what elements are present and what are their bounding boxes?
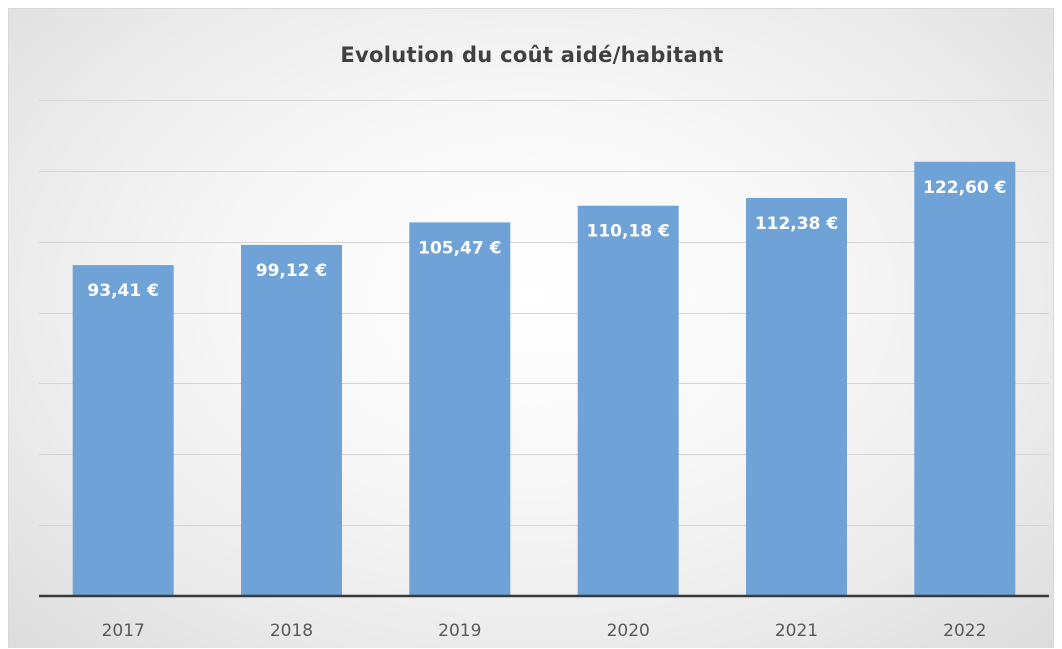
x-tick-2018: 2018 xyxy=(270,621,313,641)
x-tick-2022: 2022 xyxy=(943,621,986,641)
bar-2019 xyxy=(409,222,511,596)
chart-area: Evolution du coût aidé/habitant 93,41 €9… xyxy=(8,8,1054,648)
bars xyxy=(72,161,1016,597)
bar-chart: 93,41 € 99,12 € 105,47 € 110,18 € 112,38 € 12… xyxy=(39,100,1049,641)
x-tick-labels: 2017 2018 2019 2020 2021 2022 xyxy=(102,621,987,641)
x-tick-2017: 2017 xyxy=(102,621,145,641)
data-label-2018: 99,12 € xyxy=(256,261,328,281)
data-label-2021: 112,38 € xyxy=(755,214,838,234)
x-tick-2019: 2019 xyxy=(438,621,481,641)
x-tick-2020: 2020 xyxy=(607,621,650,641)
data-label-2019: 105,47 € xyxy=(418,238,501,258)
x-tick-2021: 2021 xyxy=(775,621,818,641)
data-label-2017: 93,41 € xyxy=(87,281,159,301)
bar-2017 xyxy=(72,265,174,596)
chart-title: Evolution du coût aidé/habitant xyxy=(340,43,724,67)
data-label-2022: 122,60 € xyxy=(923,178,1006,198)
bar-2018 xyxy=(241,244,342,596)
bar-2020 xyxy=(577,205,679,596)
bar-2022 xyxy=(914,161,1016,597)
data-labels: 93,41 € 99,12 € 105,47 € 110,18 € 112,38 € 12… xyxy=(87,178,1006,301)
gridlines xyxy=(39,100,1049,526)
data-label-2020: 110,18 € xyxy=(587,222,670,242)
bar-2021 xyxy=(746,198,847,596)
